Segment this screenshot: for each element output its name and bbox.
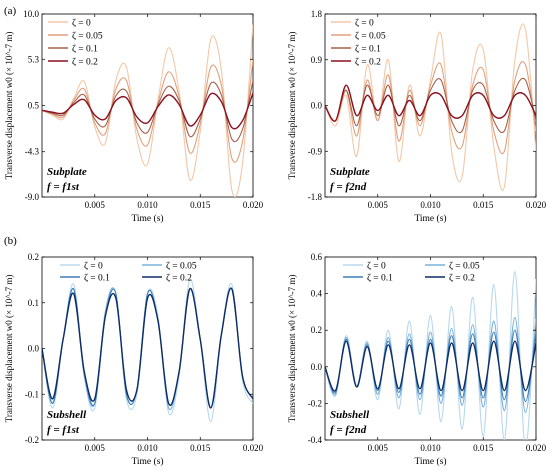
legend-label: ζ = 0.1 xyxy=(84,273,110,284)
legend: ζ = 0 ζ = 0.05 ζ = 0.1 ζ = 0.2 xyxy=(60,261,197,284)
y-tick-label: 0.6 xyxy=(311,252,323,262)
series-group xyxy=(42,278,253,423)
series-line-1 xyxy=(42,60,253,163)
legend-label: ζ = 0.2 xyxy=(72,57,98,68)
x-axis-label: Time (s) xyxy=(131,213,163,224)
series-group xyxy=(325,23,536,191)
y-tick-label: 0.4 xyxy=(311,289,323,299)
y-tick-label: 0.0 xyxy=(28,344,40,354)
y-tick-label: 0.2 xyxy=(28,252,39,262)
annotation-line-0: Subplate xyxy=(47,166,87,178)
y-tick-label: -0.9 xyxy=(308,146,323,156)
charts-group: 0.005 0.010 0.015 0.020 -9.0 -4.3 0.5 5.3 10.0 Ti… xyxy=(4,9,547,467)
y-tick-label: 0.1 xyxy=(28,298,39,308)
y-tick-label: -0.2 xyxy=(25,435,39,445)
chart-b2: 0.005 0.010 0.015 0.020 -0.4 -0.2 0.0 0.2 0.4 0.6… xyxy=(287,252,547,467)
y-axis-label: Transverse displacement w0 (× 10^-7 m) xyxy=(4,32,14,180)
y-tick-label: 1.8 xyxy=(311,9,323,19)
series-line-1 xyxy=(325,61,536,155)
panel-a-label: (a) xyxy=(4,5,17,17)
annotation-line-1: f = f2nd xyxy=(330,181,367,193)
chart-a2: 0.005 0.010 0.015 0.020 -1.8 -0.9 0.0 0.9 1.8 Tim… xyxy=(287,9,547,224)
series-line-3 xyxy=(42,92,253,130)
legend-label: ζ = 0.1 xyxy=(355,44,381,55)
legend-label: ζ = 0.05 xyxy=(449,261,480,272)
x-tick-label: 0.010 xyxy=(420,443,441,453)
y-tick-label: 10.0 xyxy=(23,9,39,19)
legend-label: ζ = 0 xyxy=(72,18,91,29)
chart-b1: 0.005 0.010 0.015 0.020 -0.2 -0.1 0.0 0.1 0.2 Tim… xyxy=(4,252,264,467)
y-tick-label: -0.4 xyxy=(308,435,323,445)
series-line-2 xyxy=(42,287,253,409)
y-axis-label: Transverse displacement w0 (× 10^-7 m) xyxy=(287,275,297,423)
x-tick-label: 0.010 xyxy=(137,443,158,453)
legend: ζ = 0 ζ = 0.05 ζ = 0.1 ζ = 0.2 xyxy=(343,261,480,284)
y-tick-label: 0.2 xyxy=(311,325,322,335)
series-line-0 xyxy=(42,24,253,197)
y-tick-label: -0.1 xyxy=(25,389,39,399)
x-tick-label: 0.015 xyxy=(190,443,211,453)
x-axis-label: Time (s) xyxy=(131,456,163,467)
series-line-2 xyxy=(325,77,536,134)
series-line-1 xyxy=(42,287,253,411)
legend-label: ζ = 0.05 xyxy=(355,31,386,42)
x-tick-label: 0.020 xyxy=(243,200,264,210)
legend-label: ζ = 0.1 xyxy=(367,273,393,284)
legend-label: ζ = 0.2 xyxy=(355,57,381,68)
x-tick-label: 0.015 xyxy=(473,443,494,453)
y-axis-label: Transverse displacement w0 (× 10^-7 m) xyxy=(4,275,14,423)
series-line-3 xyxy=(325,340,536,392)
legend-label: ζ = 0.2 xyxy=(166,273,192,284)
legend-label: ζ = 0.1 xyxy=(72,44,98,55)
x-tick-label: 0.005 xyxy=(368,443,389,453)
x-tick-label: 0.020 xyxy=(243,443,264,453)
x-tick-label: 0.005 xyxy=(368,200,389,210)
y-tick-label: 5.3 xyxy=(28,54,40,64)
y-tick-label: -4.3 xyxy=(25,147,40,157)
x-tick-label: 0.005 xyxy=(85,200,106,210)
legend-label: ζ = 0 xyxy=(84,261,103,272)
legend-label: ζ = 0.05 xyxy=(166,261,197,272)
legend-label: ζ = 0 xyxy=(355,18,374,29)
annotation-line-0: Subshell xyxy=(47,409,87,421)
legend: ζ = 0 ζ = 0.05 ζ = 0.1 ζ = 0.2 xyxy=(48,18,103,68)
legend: ζ = 0 ζ = 0.05 ζ = 0.1 ζ = 0.2 xyxy=(331,18,386,68)
annotation-line-1: f = f1st xyxy=(47,181,80,193)
annotation-line-0: Subshell xyxy=(330,409,370,421)
x-tick-label: 0.010 xyxy=(420,200,441,210)
series-line-2 xyxy=(42,80,253,143)
x-tick-label: 0.020 xyxy=(526,200,547,210)
y-tick-label: 0.0 xyxy=(311,362,323,372)
y-tick-label: 0.0 xyxy=(311,101,323,111)
series-group xyxy=(325,271,536,440)
x-axis-label: Time (s) xyxy=(414,456,446,467)
series-line-0 xyxy=(325,271,536,440)
y-tick-label: 0.9 xyxy=(311,55,323,65)
series-line-3 xyxy=(42,287,253,409)
x-tick-label: 0.015 xyxy=(473,200,494,210)
y-axis-label: Transverse displacement w0 (× 10^-7 m) xyxy=(287,32,297,180)
legend-label: ζ = 0.2 xyxy=(449,273,475,284)
x-tick-label: 0.005 xyxy=(85,443,106,453)
series-group xyxy=(42,24,253,197)
y-tick-label: -9.0 xyxy=(25,192,40,202)
y-tick-label: -0.2 xyxy=(308,398,322,408)
x-tick-label: 0.020 xyxy=(526,443,547,453)
annotation-line-1: f = f2nd xyxy=(330,424,367,436)
panel-b-label: (b) xyxy=(4,235,17,247)
y-tick-label: -1.8 xyxy=(308,192,323,202)
y-tick-label: 0.5 xyxy=(28,101,40,111)
series-line-3 xyxy=(325,84,536,122)
legend-label: ζ = 0.05 xyxy=(72,31,103,42)
annotation-line-1: f = f1st xyxy=(47,424,80,436)
x-tick-label: 0.015 xyxy=(190,200,211,210)
x-axis-label: Time (s) xyxy=(414,213,446,224)
series-line-1 xyxy=(325,316,536,414)
legend-label: ζ = 0 xyxy=(367,261,386,272)
annotation-line-0: Subplate xyxy=(330,166,370,178)
x-tick-label: 0.010 xyxy=(137,200,158,210)
chart-a1: 0.005 0.010 0.015 0.020 -9.0 -4.3 0.5 5.3 10.0 Ti… xyxy=(4,9,264,224)
